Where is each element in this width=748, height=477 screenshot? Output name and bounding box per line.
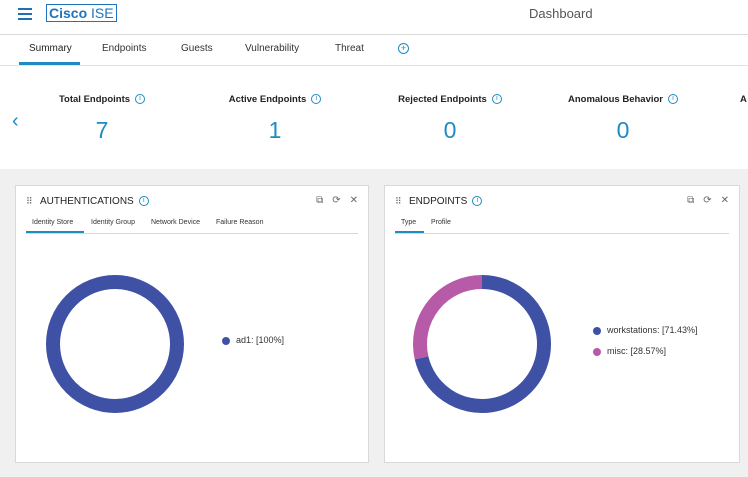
legend-dot: [222, 336, 230, 345]
export-icon[interactable]: ⧉: [316, 195, 324, 206]
close-icon[interactable]: ✕: [349, 195, 358, 206]
brand: Cisco ISE: [46, 4, 117, 22]
metric-truncated: A: [740, 94, 748, 105]
active-subtab-indicator: [26, 231, 84, 233]
tab-vulnerability[interactable]: Vulnerability: [245, 43, 300, 54]
info-icon[interactable]: i: [311, 94, 322, 105]
tab-threat[interactable]: Threat: [335, 43, 364, 54]
endpoints-donut-slice-0[interactable]: [414, 275, 551, 413]
subtab-failure-reason[interactable]: Failure Reason: [216, 219, 264, 226]
legend-item[interactable]: ad1: [100%]: [222, 335, 284, 356]
tab-endpoints[interactable]: Endpoints: [102, 43, 147, 54]
metric-label: Active Endpoints: [228, 94, 307, 105]
legend-label: ad1: [100%]: [236, 335, 285, 345]
refresh-icon[interactable]: ⟳: [332, 195, 341, 206]
subtab-identity-group[interactable]: Identity Group: [91, 219, 135, 226]
metric-anomalous-behavior: Anomalous Behavior i 0: [543, 94, 703, 144]
metric-total-endpoints: Total Endpoints i 7: [22, 94, 182, 144]
card-title: ENDPOINTS: [409, 196, 468, 207]
endpoints-donut-slice-1[interactable]: [413, 275, 483, 360]
close-icon[interactable]: ✕: [720, 195, 729, 206]
drag-handle-icon[interactable]: ⠿: [26, 196, 33, 206]
metric-value: 0: [616, 117, 630, 143]
metric-label: A: [740, 94, 747, 105]
refresh-icon[interactable]: ⟳: [703, 195, 712, 206]
info-icon[interactable]: i: [491, 94, 502, 105]
auth-subtabs: Identity Store Identity Group Network De…: [26, 216, 358, 234]
endpoints-card: ⠿ ENDPOINTS i ⧉ ⟳ ✕ Type Profile workstation…: [384, 185, 740, 463]
legend-dot: [593, 326, 601, 335]
metric-value: 0: [443, 117, 457, 143]
card-header: ⠿ ENDPOINTS i: [395, 196, 483, 207]
tab-guests[interactable]: Guests: [181, 43, 213, 54]
active-subtab-indicator: [395, 231, 424, 233]
metric-label: Total Endpoints: [58, 94, 131, 105]
legend-label: misc: [28.57%]: [607, 346, 667, 356]
authentications-donut-chart: [46, 275, 184, 413]
page-title: Dashboard: [529, 6, 593, 21]
tab-summary[interactable]: Summary: [29, 43, 72, 54]
card-tools: ⧉ ⟳ ✕: [307, 195, 358, 206]
legend-item[interactable]: workstations: [71.43%]: [593, 325, 698, 346]
metric-value: 1: [268, 117, 282, 143]
auth-legend: ad1: [100%]: [222, 335, 284, 356]
card-header: ⠿ AUTHENTICATIONS i: [26, 196, 149, 207]
info-icon[interactable]: i: [138, 196, 149, 207]
info-icon[interactable]: i: [135, 94, 146, 105]
export-icon[interactable]: ⧉: [687, 195, 695, 206]
add-tab-icon[interactable]: +: [398, 43, 409, 54]
chevron-left-icon[interactable]: ‹: [12, 110, 19, 132]
drag-handle-icon[interactable]: ⠿: [395, 196, 402, 206]
metric-rejected-endpoints: Rejected Endpoints i 0: [370, 94, 530, 144]
endpoints-donut-chart: [413, 275, 551, 413]
legend-item[interactable]: misc: [28.57%]: [593, 346, 698, 367]
top-bar: Cisco ISE Dashboard: [0, 0, 748, 35]
metric-label: Rejected Endpoints: [398, 94, 487, 105]
brand-cisco: Cisco: [49, 5, 88, 21]
endpoints-legend: workstations: [71.43%] misc: [28.57%]: [593, 325, 698, 367]
info-icon[interactable]: i: [472, 196, 483, 207]
auth-donut-slice-0[interactable]: [46, 275, 184, 413]
brand-ise: ISE: [91, 5, 114, 21]
metric-value: 7: [95, 117, 109, 143]
metrics-strip: ‹ Total Endpoints i 7 Active Endpoints i 1…: [0, 66, 748, 168]
metric-active-endpoints: Active Endpoints i 1: [195, 94, 355, 144]
metric-label: Anomalous Behavior: [567, 94, 664, 105]
main-tabs: Summary Endpoints Guests Vulnerability T…: [0, 35, 748, 66]
subtab-type[interactable]: Type: [401, 219, 417, 226]
subtab-profile[interactable]: Profile: [431, 219, 451, 226]
endpoints-subtabs: Type Profile: [395, 216, 729, 234]
card-title: AUTHENTICATIONS: [40, 196, 134, 207]
subtab-network-device[interactable]: Network Device: [151, 219, 201, 226]
authentications-card: ⠿ AUTHENTICATIONS i ⧉ ⟳ ✕ Identity Store Ide…: [15, 185, 369, 463]
subtab-identity-store[interactable]: Identity Store: [32, 219, 74, 226]
active-tab-indicator: [19, 62, 80, 65]
dashlets-area: ⠿ AUTHENTICATIONS i ⧉ ⟳ ✕ Identity Store Ide…: [0, 169, 748, 477]
card-tools: ⧉ ⟳ ✕: [678, 195, 729, 206]
info-icon[interactable]: i: [668, 94, 679, 105]
legend-label: workstations: [71.43%]: [607, 325, 698, 335]
legend-dot: [593, 347, 601, 356]
hamburger-menu-icon[interactable]: [18, 8, 32, 20]
